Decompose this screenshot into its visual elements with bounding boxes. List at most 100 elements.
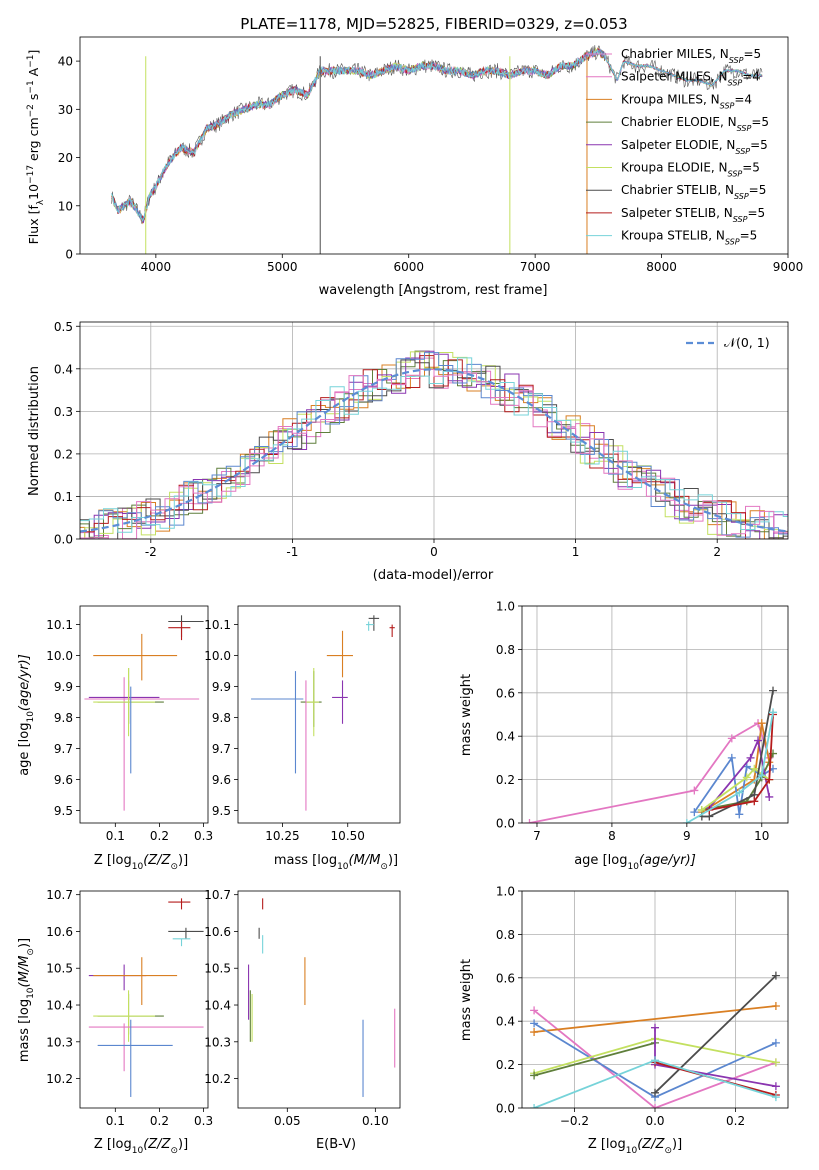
weight-marker: [771, 971, 780, 980]
y-tick-label: 0.4: [54, 362, 73, 376]
residuals-ylabel: Normed distribution: [27, 366, 42, 496]
x-tick-label: -1: [286, 545, 298, 559]
axes-frame: [237, 890, 401, 1109]
weight-marker: [530, 1019, 539, 1028]
y-tick-label: 0.6: [496, 971, 515, 985]
normal-curve: [80, 368, 788, 533]
mass-vs-extinction-panel: 0.05 0.10 10.2 10.3 10.4 10.5 10.6 10.7: [204, 888, 401, 1128]
ebv-xlabel: E(B-V): [316, 1137, 356, 1152]
y-tick-label: 1.0: [496, 885, 515, 899]
x-tick-label: 0.10: [362, 1114, 389, 1128]
spectrum-line: [111, 49, 763, 222]
x-tick-label: 0.05: [274, 1114, 301, 1128]
x-tick-label: 0.1: [106, 829, 125, 843]
plot-area: [530, 971, 780, 1108]
weight-marker: [771, 1058, 780, 1067]
y-tick-label: 0.5: [54, 320, 73, 334]
y-tick-label: 9.7: [212, 742, 231, 756]
weight-marker: [765, 792, 774, 801]
weight-marker: [769, 686, 778, 695]
weight-marker: [727, 753, 736, 762]
weight-age-xlabel: age [log10(age/yr)]: [574, 853, 696, 872]
y-tick-label: 0.4: [496, 1015, 515, 1029]
weight-age-ylabel: mass weight: [459, 674, 474, 756]
weight-line: [701, 723, 771, 813]
weight-marker: [750, 764, 759, 773]
y-tick-label: 9.5: [212, 804, 231, 818]
x-tick-label: 0.2: [150, 829, 169, 843]
weight-marker: [750, 797, 759, 806]
weight-marker: [727, 734, 736, 743]
weight-marker: [651, 1088, 659, 1097]
weight-marker: [530, 1028, 539, 1037]
mass-vs-metallicity-panel: 0.1 0.2 0.3 10.2 10.3 10.4 10.5 10.6 10.7: [46, 888, 213, 1128]
legend-entry: Chabrier ELODIE, NSSP=5: [621, 115, 769, 133]
y-tick-label: 0.2: [54, 447, 73, 461]
y-tick-label: 10.7: [46, 888, 73, 902]
y-tick-label: 10.3: [46, 1035, 73, 1049]
weight-marker: [754, 736, 763, 745]
plot-area: [88, 898, 204, 1097]
y-tick-label: 9.6: [54, 773, 73, 787]
x-tick-label: 5000: [267, 260, 298, 274]
weight-marker: [765, 775, 774, 784]
weight-marker: [530, 1104, 539, 1108]
weight-line: [534, 1005, 776, 1033]
weight-line: [654, 974, 777, 1094]
weight-z-ylabel: mass weight: [459, 959, 474, 1041]
weight-z-xlabel: Z [log10(Z/Z⊙)]: [588, 1137, 682, 1156]
x-tick-label: 4000: [141, 260, 172, 274]
legend-entry: Salpeter MILES, NSSP=4: [621, 70, 760, 88]
x-tick-label: 8: [608, 829, 616, 843]
axes-frame: [79, 605, 209, 824]
axes-frame: [237, 605, 401, 824]
y-tick-label: 10.5: [204, 962, 231, 976]
legend-entry: Salpeter ELODIE, NSSP=5: [621, 138, 768, 156]
histogram-series: [80, 369, 788, 539]
y-tick-label: 10.2: [46, 1072, 73, 1086]
y-tick-label: 10.5: [46, 962, 73, 976]
weight-line: [533, 1042, 656, 1077]
y-tick-label: 0.0: [496, 817, 515, 831]
weight-line: [709, 714, 774, 811]
y-tick-label: 10.6: [204, 925, 231, 939]
legend-entry: Salpeter STELIB, NSSP=5: [621, 206, 765, 224]
y-tick-label: 0.1: [54, 490, 73, 504]
weight-marker: [757, 719, 766, 728]
weight-marker: [769, 708, 778, 717]
spectrum-panel: 4000 5000 6000 7000 8000 9000 0 10 20 30 40 Chabrie…: [58, 36, 804, 274]
figure-title: PLATE=1178, MJD=52825, FIBERID=0329, z=0…: [240, 15, 627, 33]
weight-line: [654, 1027, 777, 1088]
plot-area: [80, 350, 788, 539]
weight-marker: [771, 1038, 780, 1047]
y-tick-label: 0.2: [496, 773, 515, 787]
y-tick-label: 9.9: [212, 680, 231, 694]
weight-marker: [690, 786, 699, 795]
y-tick-label: 10.1: [204, 618, 231, 632]
weight-marker: [735, 810, 744, 819]
y-tick-label: 0.3: [54, 405, 73, 419]
plot-area: [111, 45, 763, 254]
x-tick-label: 7: [533, 829, 541, 843]
axes-frame: [521, 890, 789, 1109]
axes-frame: [79, 321, 789, 540]
weight-marker: [530, 1006, 539, 1015]
y-tick-label: 0.8: [496, 643, 515, 657]
y-tick-label: 10.6: [46, 925, 73, 939]
y-tick-label: 0.2: [496, 1058, 515, 1072]
weight-marker: [771, 1093, 780, 1102]
weight-marker: [651, 1056, 659, 1065]
weight-marker: [757, 771, 766, 780]
axes-frame: [79, 890, 209, 1109]
mass-ylabel: mass [log10(M/M⊙)]: [17, 938, 36, 1062]
x-tick-label: 9000: [773, 260, 804, 274]
weight-marker: [530, 1071, 539, 1080]
x-tick-label: 9: [683, 829, 691, 843]
weight-marker: [771, 1002, 780, 1011]
y-tick-label: 9.6: [212, 773, 231, 787]
y-tick-label: 10.4: [46, 999, 73, 1013]
weight-line: [686, 712, 774, 823]
y-tick-label: 0.0: [496, 1102, 515, 1116]
x-tick-label: 0.1: [106, 1114, 125, 1128]
weight-marker: [742, 773, 751, 782]
